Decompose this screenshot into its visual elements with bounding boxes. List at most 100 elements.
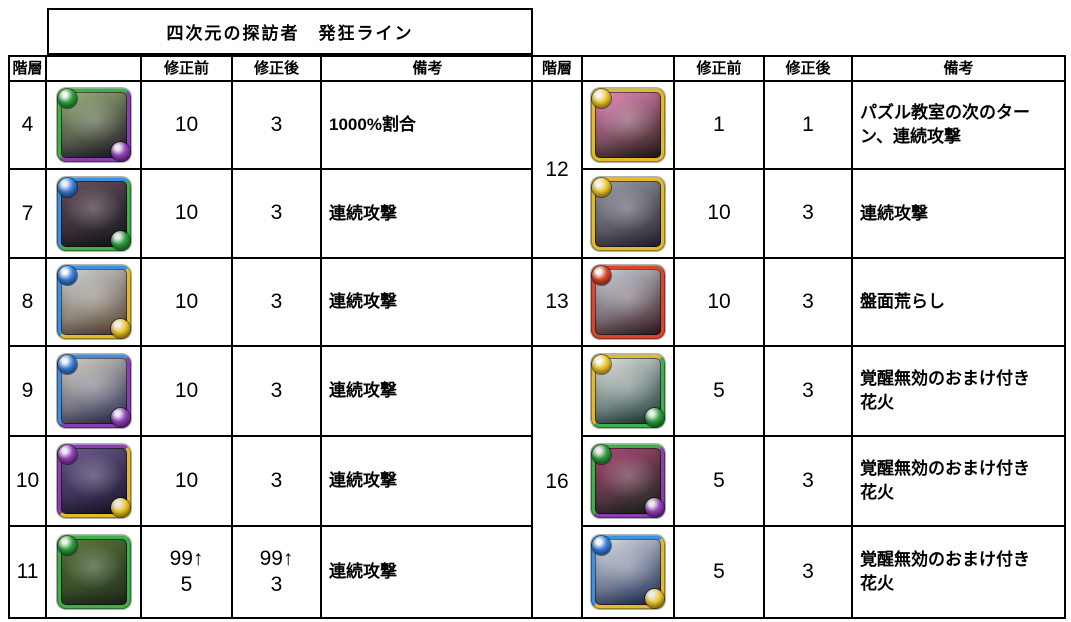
before-cell: 10 (140, 257, 233, 347)
monster-cell (45, 525, 142, 619)
notes-cell: 連続攻撃 (320, 525, 535, 619)
header-row: 階層 修正前 修正後 備考 (531, 55, 1066, 82)
monster-icon (591, 444, 665, 518)
column-header-monster (581, 55, 675, 82)
before-cell: 10 (673, 257, 765, 347)
notes-cell: 連続攻撃 (320, 435, 535, 527)
water-orb-icon (57, 177, 77, 197)
left-floor-table: 階層 修正前 修正後 備考 4 10 3 1000%割合 7 10 3 連続攻撃 8 10 3 連続攻… (8, 55, 535, 619)
dark-orb-icon (57, 445, 77, 464)
header-row: 階層 修正前 修正後 備考 (8, 55, 535, 82)
notes-cell: 連続攻撃 (851, 168, 1066, 259)
dark-orb-icon (645, 498, 664, 517)
table-row: 13 10 3 盤面荒らし (531, 257, 1066, 347)
column-header-after: 修正後 (231, 55, 322, 82)
monster-cell (45, 80, 142, 170)
dark-orb-icon (110, 408, 130, 427)
table-row: 16 5 3 覚醒無効のおまけ付き花火 (531, 345, 1066, 619)
before-cell: 5 (673, 345, 765, 437)
light-orb-icon (592, 177, 611, 197)
monster-cell (581, 345, 675, 437)
monster-cell (45, 345, 142, 437)
monster-cell (45, 435, 142, 527)
page-title: 四次元の探訪者 発狂ライン (47, 8, 533, 55)
column-header-monster (45, 55, 142, 82)
table-row: 4 10 3 1000%割合 (8, 80, 535, 170)
monster-cell (581, 435, 675, 527)
right-floor-table: 階層 修正前 修正後 備考 12 1 1 パズル教室の次のターン、連続攻撃 10 3 連続攻… (531, 55, 1066, 619)
floor-cell: 10 (8, 435, 47, 527)
monster-icon (591, 354, 665, 428)
monster-icon (56, 88, 131, 162)
monster-cell (581, 257, 675, 347)
table-row: 10 3 連続攻撃 (532, 168, 1066, 259)
table-row: 11 99↑ 5 99↑ 3 連続攻撃 (8, 525, 535, 619)
monster-icon (56, 444, 131, 518)
monster-cell (581, 525, 675, 619)
column-header-notes: 備考 (320, 55, 535, 82)
monster-cell (45, 257, 142, 347)
left-table-header: 階層 修正前 修正後 備考 (8, 55, 535, 82)
monster-icon (56, 176, 131, 251)
notes-cell: 覚醒無効のおまけ付き花火 (851, 345, 1066, 437)
column-header-floor: 階層 (8, 55, 47, 82)
after-cell: 3 (231, 257, 322, 347)
before-cell: 10 (673, 168, 765, 259)
after-cell: 3 (231, 435, 322, 527)
table-row: 5 3 覚醒無効のおまけ付き花火 (532, 525, 1066, 619)
light-orb-icon (592, 355, 611, 374)
notes-cell: 1000%割合 (320, 80, 535, 170)
monster-icon (591, 176, 665, 251)
light-orb-icon (110, 498, 130, 517)
before-cell: 5 (673, 525, 765, 619)
floor-cell: 4 (8, 80, 47, 170)
notes-cell: 連続攻撃 (320, 257, 535, 347)
before-cell: 99↑ 5 (140, 525, 233, 619)
left-table-body: 4 10 3 1000%割合 7 10 3 連続攻撃 8 10 3 連続攻撃 9 10 3 連続攻撃 10 10 3… (8, 80, 535, 619)
after-cell: 3 (231, 168, 322, 259)
floor-cell: 11 (8, 525, 47, 619)
column-header-after: 修正後 (763, 55, 853, 82)
wood-orb-icon (645, 408, 664, 427)
notes-cell: 盤面荒らし (851, 257, 1066, 347)
table-row: 9 10 3 連続攻撃 (8, 345, 535, 437)
notes-cell: 連続攻撃 (320, 168, 535, 259)
water-orb-icon (57, 266, 77, 285)
monster-icon (591, 265, 665, 339)
dark-orb-icon (110, 142, 130, 161)
floor-cell: 12 (531, 80, 583, 259)
before-cell: 10 (140, 435, 233, 527)
notes-cell: パズル教室の次のターン、連続攻撃 (851, 80, 1066, 170)
water-orb-icon (592, 536, 611, 555)
light-orb-icon (645, 589, 664, 608)
water-orb-icon (57, 355, 77, 374)
right-table-header: 階層 修正前 修正後 備考 (531, 55, 1066, 82)
after-cell: 3 (231, 345, 322, 437)
right-table-body: 12 1 1 パズル教室の次のターン、連続攻撃 10 3 連続攻撃 13 10 3 盤面荒らし 16 5… (531, 80, 1066, 619)
column-header-before: 修正前 (140, 55, 233, 82)
after-cell: 99↑ 3 (231, 525, 322, 619)
wood-orb-icon (57, 536, 77, 555)
after-cell: 3 (763, 435, 853, 527)
table-row: 7 10 3 連続攻撃 (8, 168, 535, 259)
wood-orb-icon (592, 445, 611, 464)
after-cell: 3 (763, 525, 853, 619)
monster-icon (591, 88, 665, 162)
floor-cell: 9 (8, 345, 47, 437)
before-cell: 10 (140, 80, 233, 170)
monster-cell (45, 168, 142, 259)
column-header-floor: 階層 (531, 55, 583, 82)
notes-cell: 覚醒無効のおまけ付き花火 (851, 525, 1066, 619)
after-cell: 3 (763, 257, 853, 347)
monster-icon (56, 354, 131, 428)
table-row: 8 10 3 連続攻撃 (8, 257, 535, 347)
fire-orb-icon (592, 266, 611, 285)
monster-icon (591, 535, 665, 609)
monster-icon (56, 535, 131, 609)
after-cell: 3 (763, 345, 853, 437)
after-cell: 3 (231, 80, 322, 170)
column-header-notes: 備考 (851, 55, 1066, 82)
notes-cell: 覚醒無効のおまけ付き花火 (851, 435, 1066, 527)
floor-cell: 8 (8, 257, 47, 347)
